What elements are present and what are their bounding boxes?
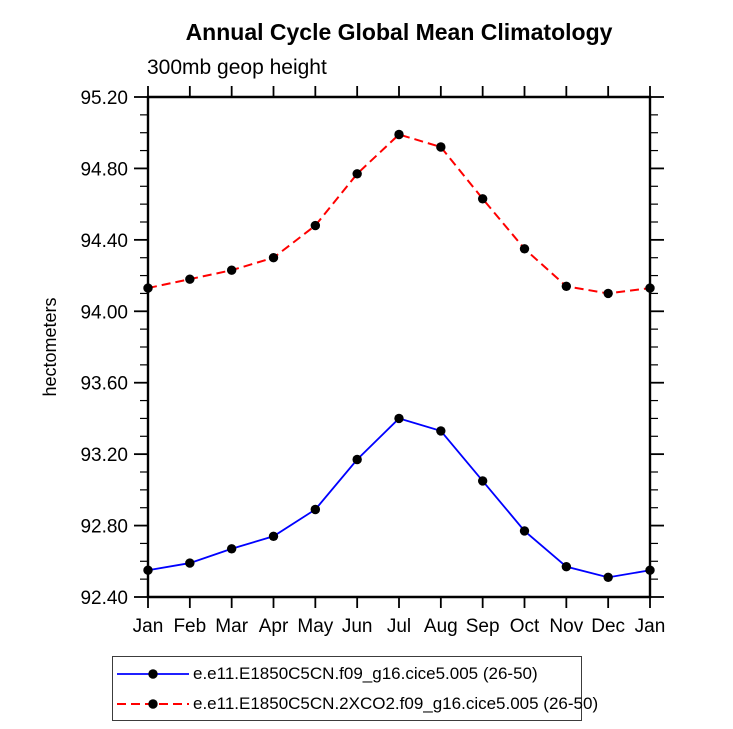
data-point-marker (603, 572, 613, 583)
data-point-marker (143, 283, 153, 293)
chart-title: Annual Cycle Global Mean Climatology (186, 19, 613, 45)
y-tick-label: 94.00 (80, 302, 128, 323)
y-tick-label: 94.80 (80, 159, 128, 180)
x-tick-label: May (297, 616, 333, 637)
legend-item: e.e11.E1850C5CN.2XCO2.f09_g16.cice5.005 … (116, 689, 598, 719)
y-tick-label: 93.20 (80, 445, 128, 466)
data-point-marker (519, 526, 530, 536)
x-tick-label: Jul (387, 616, 411, 637)
data-point-marker (185, 558, 195, 568)
chart-subtitle: 300mb geop height (147, 56, 327, 79)
data-point-marker (561, 281, 572, 291)
x-tick-label: Aug (424, 616, 458, 637)
data-point-marker (477, 194, 488, 204)
legend-series-label: e.e11.E1850C5CN.2XCO2.f09_g16.cice5.005 … (193, 694, 599, 713)
x-tick-label: Oct (510, 616, 540, 637)
x-tick-label: Jun (342, 616, 373, 637)
data-point-marker (185, 274, 195, 284)
axis-ticks (134, 86, 664, 608)
y-tick-label: 92.40 (80, 588, 128, 609)
x-tick-label: Feb (173, 616, 206, 637)
legend-line-sample (117, 669, 189, 679)
x-tick-label: Mar (215, 616, 248, 637)
data-point-marker (645, 565, 655, 575)
data-point-marker (477, 476, 488, 486)
data-point-marker (226, 544, 237, 554)
legend-series-label: e.e11.E1850C5CN.f09_g16.cice5.005 (26-50… (193, 664, 538, 683)
x-tick-label: Jan (133, 616, 164, 637)
data-point-marker (226, 265, 237, 275)
x-tick-label: Dec (591, 616, 625, 637)
y-axis-label: hectometers (40, 297, 60, 396)
x-tick-label: Apr (259, 616, 289, 637)
axis-tick-labels: 92.40 92.80 93.20 93.60 94.00 94.40 94.80 95.20… (80, 88, 665, 637)
x-tick-label: Sep (466, 616, 500, 637)
axes-frame (146, 95, 652, 599)
data-point-marker (394, 413, 404, 424)
series-line (147, 417, 651, 579)
data-point-marker (310, 504, 321, 515)
series-line (147, 133, 651, 295)
data-point-marker (436, 426, 446, 436)
data-point-marker (394, 129, 404, 140)
y-tick-label: 93.60 (80, 374, 128, 395)
data-point-marker (436, 142, 446, 152)
data-point-marker (519, 244, 530, 254)
data-point-marker (603, 288, 613, 299)
y-tick-label: 95.20 (80, 88, 128, 109)
data-point-marker (352, 454, 362, 465)
data-point-marker (561, 561, 572, 572)
x-tick-label: Nov (549, 616, 583, 637)
data-point-marker (143, 565, 153, 575)
y-tick-label: 92.80 (80, 517, 128, 538)
legend-item: e.e11.E1850C5CN.f09_g16.cice5.005 (26-50… (116, 659, 581, 689)
x-tick-label: Jan (635, 616, 666, 637)
data-point-marker (268, 531, 279, 541)
data-series (143, 129, 655, 583)
y-tick-label: 94.40 (80, 231, 128, 252)
data-point-marker (310, 220, 321, 231)
legend-box: e.e11.E1850C5CN.f09_g16.cice5.005 (26-50… (112, 656, 598, 721)
legend-line-sample (117, 699, 189, 709)
data-point-marker (352, 169, 362, 179)
data-point-marker (268, 253, 279, 263)
data-point-marker (645, 283, 655, 293)
